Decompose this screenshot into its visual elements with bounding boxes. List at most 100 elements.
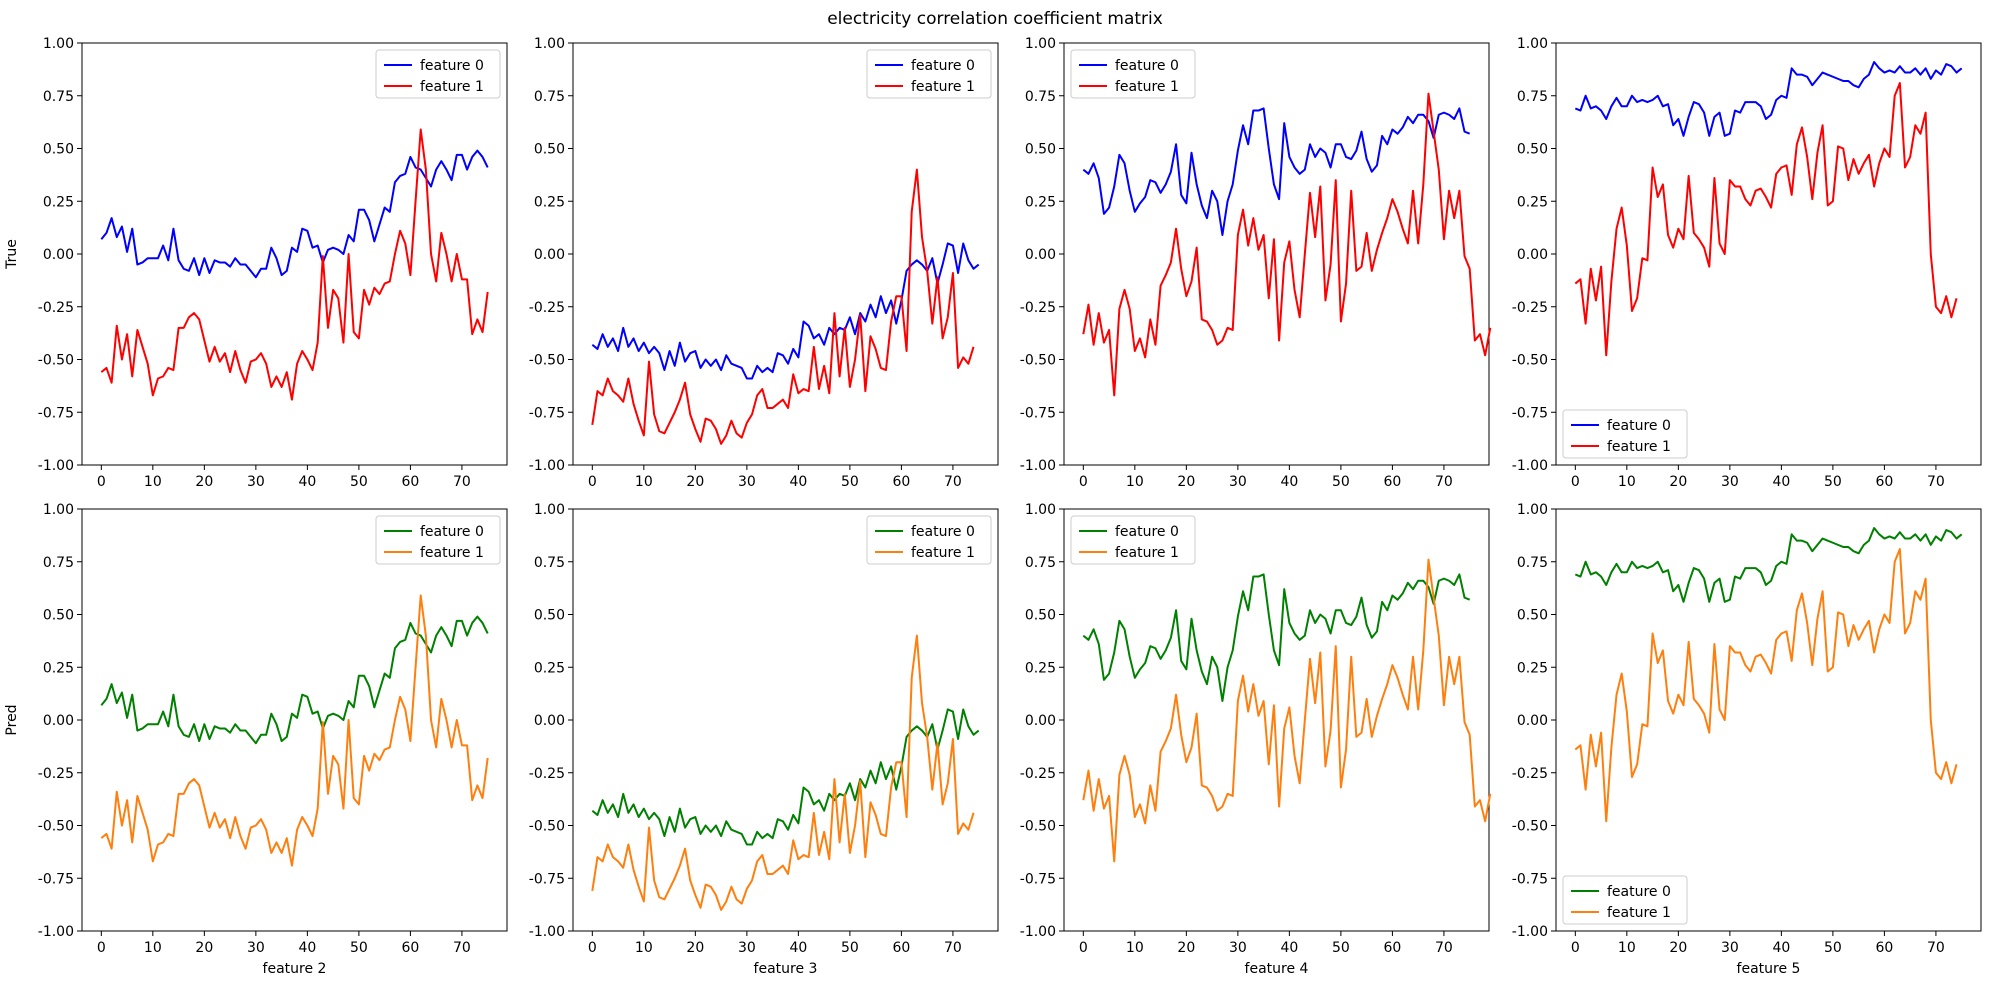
- legend: feature 0 feature 1: [375, 515, 501, 565]
- x-axis-label: feature 4: [1245, 961, 1309, 977]
- y-tick-label: 0.25: [1025, 194, 1056, 210]
- y-tick-label: -0.50: [1020, 819, 1056, 835]
- legend: feature 0 feature 1: [1562, 875, 1688, 925]
- legend-entry: feature 1: [1115, 545, 1179, 561]
- x-tick-label: 30: [1721, 940, 1739, 956]
- legend: feature 0 feature 1: [866, 49, 992, 99]
- y-tick-label: 0.75: [1025, 89, 1056, 105]
- x-tick-label: 0: [1079, 474, 1088, 490]
- subplot-grid: -1.00 -0.75 -0.50 -0.25 0.00 0.25 0.50 0.75 1.00…: [4, 36, 1982, 977]
- y-tick-label: 0.25: [534, 660, 565, 676]
- y-tick-label: -0.25: [529, 300, 565, 316]
- x-tick-label: 40: [298, 940, 316, 956]
- y-tick-label: 0.00: [1025, 713, 1056, 729]
- series-line-feature-0: [1082, 573, 1471, 703]
- y-tick-label: -0.25: [1512, 300, 1548, 316]
- legend-entry: feature 0: [420, 58, 484, 74]
- y-tick-label: 0.00: [1517, 247, 1548, 263]
- y-tick-label: 0.25: [534, 194, 565, 210]
- x-tick-label: 30: [247, 940, 265, 956]
- plot-area: [81, 508, 508, 932]
- y-tick-label: 0.50: [534, 608, 565, 624]
- y-tick-label: -0.75: [1020, 405, 1056, 421]
- y-tick-label: 0.00: [43, 247, 74, 263]
- legend: feature 0 feature 1: [866, 515, 992, 565]
- y-tick-label: -0.75: [1020, 871, 1056, 887]
- y-tick-label: 0.25: [1025, 660, 1056, 676]
- x-tick-label: 50: [1332, 940, 1350, 956]
- x-tick-label: 30: [1721, 474, 1739, 490]
- x-tick-label: 70: [453, 940, 471, 956]
- legend: feature 0 feature 1: [1070, 49, 1196, 99]
- x-tick-label: 10: [144, 940, 162, 956]
- series-line-feature-1: [1082, 92, 1492, 397]
- y-tick-label: 0.25: [1517, 194, 1548, 210]
- x-tick-label: 50: [1332, 474, 1350, 490]
- legend-entry: feature 1: [911, 545, 975, 561]
- legend: feature 0 feature 1: [1070, 515, 1196, 565]
- y-tick-label: 0.00: [1517, 713, 1548, 729]
- legend-entry: feature 1: [911, 79, 975, 95]
- x-tick-label: 30: [1229, 940, 1247, 956]
- y-axis-label: Pred: [4, 704, 20, 735]
- x-tick-label: 20: [195, 474, 213, 490]
- x-tick-label: 30: [247, 474, 265, 490]
- legend-entry: feature 1: [1607, 905, 1671, 921]
- subplot-pred-4: -1.00 -0.75 -0.50 -0.25 0.00 0.25 0.50 0.75 1.00…: [1020, 502, 1492, 977]
- legend: feature 0 feature 1: [1562, 409, 1688, 459]
- y-tick-label: -0.75: [529, 871, 565, 887]
- y-tick-label: -0.75: [38, 871, 74, 887]
- y-tick-label: -0.25: [1020, 766, 1056, 782]
- y-tick-label: 0.00: [534, 247, 565, 263]
- series-line-feature-0: [1574, 60, 1963, 137]
- y-tick-label: -0.50: [529, 819, 565, 835]
- x-tick-label: 20: [1669, 940, 1687, 956]
- y-tick-label: 0.50: [43, 142, 74, 158]
- x-tick-label: 60: [401, 474, 419, 490]
- subplot-pred-5: -1.00 -0.75 -0.50 -0.25 0.00 0.25 0.50 0.75 1.00…: [1512, 502, 1982, 977]
- y-tick-label: -0.75: [1512, 405, 1548, 421]
- y-tick-label: 0.50: [43, 608, 74, 624]
- x-tick-label: 50: [1824, 474, 1842, 490]
- y-tick-label: 0.75: [1025, 555, 1056, 571]
- x-tick-label: 20: [686, 474, 704, 490]
- y-tick-label: 0.50: [1025, 142, 1056, 158]
- y-tick-label: -0.75: [38, 405, 74, 421]
- legend-entry: feature 1: [1115, 79, 1179, 95]
- y-tick-label: 0.00: [43, 713, 74, 729]
- x-tick-label: 0: [588, 474, 597, 490]
- y-tick-label: 0.50: [1517, 142, 1548, 158]
- y-tick-label: -0.25: [38, 300, 74, 316]
- x-tick-label: 20: [195, 940, 213, 956]
- y-tick-label: -0.50: [1512, 353, 1548, 369]
- y-tick-label: -0.50: [38, 819, 74, 835]
- y-tick-label: 1.00: [1025, 36, 1056, 52]
- x-tick-label: 70: [944, 474, 962, 490]
- series-line-feature-0: [100, 615, 489, 745]
- legend-entry: feature 0: [1115, 524, 1179, 540]
- x-axis-label: feature 5: [1737, 961, 1801, 977]
- series-line-feature-1: [100, 128, 489, 401]
- y-tick-label: 0.25: [1517, 660, 1548, 676]
- subplot-pred-3: -1.00 -0.75 -0.50 -0.25 0.00 0.25 0.50 0.75 1.00…: [529, 502, 999, 977]
- x-tick-label: 60: [1875, 474, 1893, 490]
- series-line-feature-1: [1574, 548, 1958, 823]
- x-tick-label: 30: [738, 474, 756, 490]
- x-tick-label: 0: [97, 940, 106, 956]
- y-tick-label: -0.75: [1512, 871, 1548, 887]
- y-tick-label: 0.75: [534, 555, 565, 571]
- subplot-pred-2: -1.00 -0.75 -0.50 -0.25 0.00 0.25 0.50 0.75 1.00…: [4, 502, 508, 977]
- y-tick-label: 0.25: [43, 660, 74, 676]
- plot-area: [1555, 508, 1982, 932]
- x-tick-label: 40: [298, 474, 316, 490]
- y-tick-label: 0.00: [1025, 247, 1056, 263]
- x-tick-label: 40: [789, 474, 807, 490]
- series-line-feature-1: [591, 168, 975, 445]
- y-tick-label: 1.00: [1517, 502, 1548, 518]
- x-tick-label: 20: [686, 940, 704, 956]
- y-tick-label: -0.50: [38, 353, 74, 369]
- y-tick-label: 0.75: [534, 89, 565, 105]
- x-tick-label: 10: [635, 940, 653, 956]
- x-tick-label: 70: [1927, 940, 1945, 956]
